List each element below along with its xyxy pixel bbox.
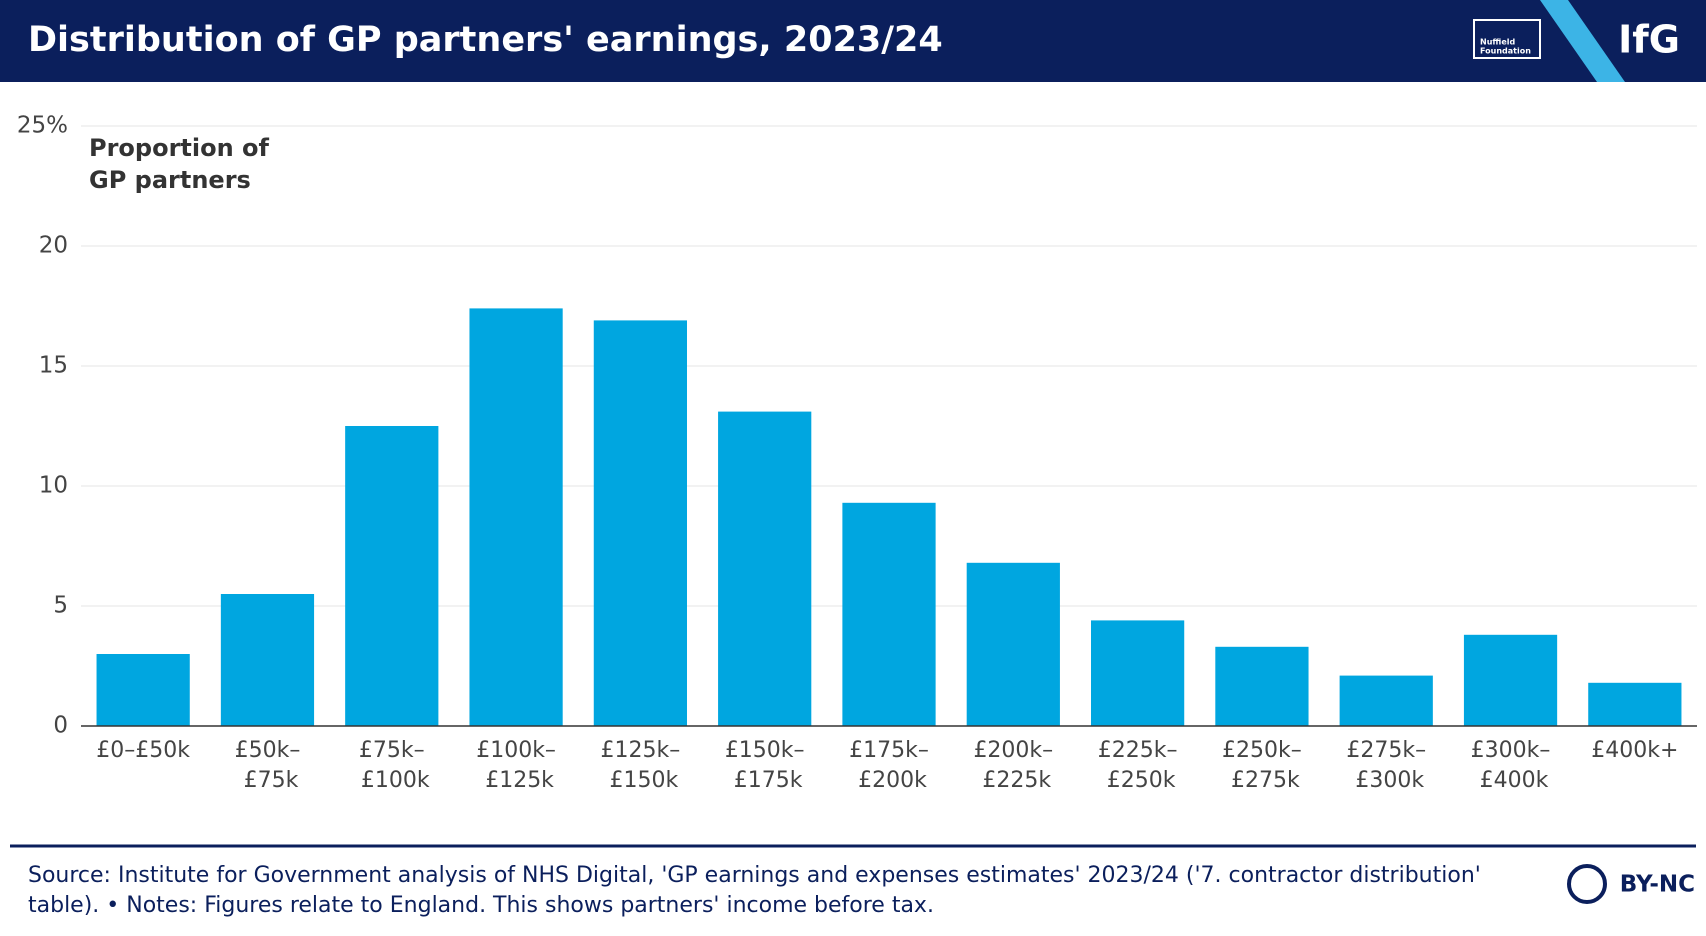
- logo-text: Nuffield: [1480, 38, 1515, 47]
- bar: [220, 594, 315, 726]
- y-tick-label: 20: [39, 233, 68, 259]
- logo-text: Foundation: [1480, 47, 1531, 56]
- source-note: table). • Notes: Figures relate to Engla…: [28, 893, 934, 918]
- y-tick-label: 5: [53, 593, 68, 619]
- y-tick-label: 10: [39, 473, 68, 499]
- bar: [842, 502, 936, 726]
- brand: IfG: [1618, 18, 1680, 62]
- x-tick-label: £175k– £200k: [849, 738, 929, 793]
- header-stripe: [1540, 0, 1625, 82]
- bar: [345, 426, 439, 726]
- bar: [966, 562, 1060, 726]
- x-tick-label: £300k– £400k: [1471, 738, 1551, 793]
- nuffield-logo: [1473, 19, 1541, 59]
- y-tick-label: 25%: [17, 113, 68, 139]
- x-tick-label: £400k+: [1591, 738, 1678, 763]
- cc-icon: [1567, 864, 1607, 904]
- chart-title: Distribution of GP partners' earnings, 2…: [28, 20, 943, 60]
- x-tick-label: £250k– £275k: [1222, 738, 1302, 793]
- bar: [1215, 646, 1309, 726]
- x-tick-label: £50k– £75k: [235, 738, 301, 793]
- source-note: Source: Institute for Government analysi…: [28, 863, 1481, 888]
- bar: [593, 320, 687, 726]
- y-tick-label: 0: [53, 713, 68, 739]
- bar: [96, 654, 190, 726]
- x-tick-label: £150k– £175k: [725, 738, 805, 793]
- bar: [1588, 682, 1682, 726]
- bar: [469, 308, 563, 726]
- bar: [1339, 675, 1433, 726]
- header-bar: [0, 0, 1706, 82]
- y-tick-label: 15: [39, 353, 68, 379]
- x-tick-label: £0–£50k: [96, 738, 190, 763]
- bar: [1463, 634, 1558, 726]
- bar: [718, 411, 812, 726]
- x-tick-label: £125k– £150k: [601, 738, 681, 793]
- y-axis-label: Proportion of: [89, 134, 270, 162]
- x-tick-label: £100k– £125k: [476, 738, 556, 793]
- x-tick-label: £275k– £300k: [1346, 738, 1426, 793]
- x-tick-label: £75k– £100k: [354, 738, 430, 793]
- x-tick-label: £225k– £250k: [1098, 738, 1178, 793]
- bar: [1091, 620, 1185, 726]
- license: BY-NC: [1620, 872, 1695, 898]
- x-tick-label: £200k– £225k: [973, 738, 1053, 793]
- y-axis-label: GP partners: [89, 166, 251, 194]
